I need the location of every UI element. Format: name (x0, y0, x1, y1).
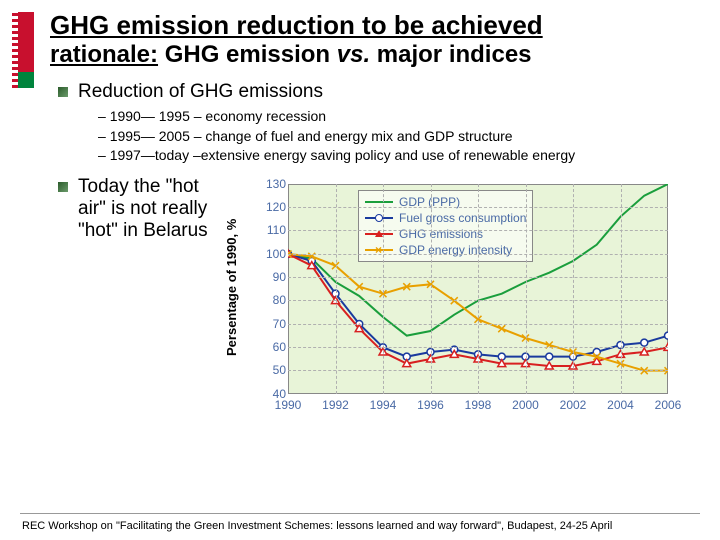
bullet-icon (58, 182, 68, 192)
chart-xtick: 1990 (268, 398, 308, 412)
title-line2: rationale: GHG emission vs. major indice… (50, 41, 700, 69)
chart-ytick: 100 (264, 247, 286, 261)
chart-ylabel: Persentage of 1990, % (224, 218, 239, 355)
chart-ytick: 50 (264, 363, 286, 377)
chart-gridline (573, 184, 574, 394)
chart-ytick: 110 (264, 223, 286, 237)
chart-gridline (478, 184, 479, 394)
chart-xtick: 1994 (363, 398, 403, 412)
chart-gridline (383, 184, 384, 394)
chart-legend: GDP (PPP)Fuel gross consumptionGHG emiss… (358, 190, 533, 262)
chart-ytick: 70 (264, 317, 286, 331)
bullet-ghg-reduction: Reduction of GHG emissions (58, 81, 700, 103)
chart-xtick: 1992 (316, 398, 356, 412)
sub-bullet: 1995— 2005 – change of fuel and energy m… (98, 127, 700, 147)
legend-item: GHG emissions (365, 226, 526, 242)
legend-label: GHG emissions (399, 227, 483, 241)
flag-ornament (12, 12, 40, 88)
chart-xtick: 2004 (601, 398, 641, 412)
chart-gridline (336, 184, 337, 394)
chart-ytick: 80 (264, 293, 286, 307)
chart-gridline (431, 184, 432, 394)
sub-bullet: 1990— 1995 – economy recession (98, 107, 700, 127)
chart-gridline (526, 184, 527, 394)
sub-bullet-list: 1990— 1995 – economy recession 1995— 200… (98, 107, 700, 166)
chart-xtick: 2006 (648, 398, 688, 412)
chart-ytick: 60 (264, 340, 286, 354)
chart-xtick: 2002 (553, 398, 593, 412)
chart-ytick: 90 (264, 270, 286, 284)
chart-xtick: 2000 (506, 398, 546, 412)
bullet-icon (58, 87, 68, 97)
chart-gridline (621, 184, 622, 394)
slide-title: GHG emission reduction to be achieved ra… (50, 10, 700, 69)
chart-xtick: 1998 (458, 398, 498, 412)
legend-item: Fuel gross consumption (365, 210, 526, 226)
chart-ytick: 130 (264, 177, 286, 191)
legend-label: Fuel gross consumption (399, 211, 526, 225)
legend-item: ×GDP energy intensity (365, 242, 526, 258)
title-line1: GHG emission reduction to be achieved (50, 10, 700, 41)
footer-divider (20, 513, 700, 514)
footer-text: REC Workshop on "Facilitating the Green … (22, 520, 612, 532)
chart-ytick: 120 (264, 200, 286, 214)
line-chart: Persentage of 1990, % GDP (PPP)Fuel gros… (238, 176, 700, 436)
chart-xtick: 1996 (411, 398, 451, 412)
sub-bullet: 1997—today –extensive energy saving poli… (98, 146, 700, 166)
bullet-hot-air: Today the "hot air" is not really "hot" … (58, 176, 230, 242)
